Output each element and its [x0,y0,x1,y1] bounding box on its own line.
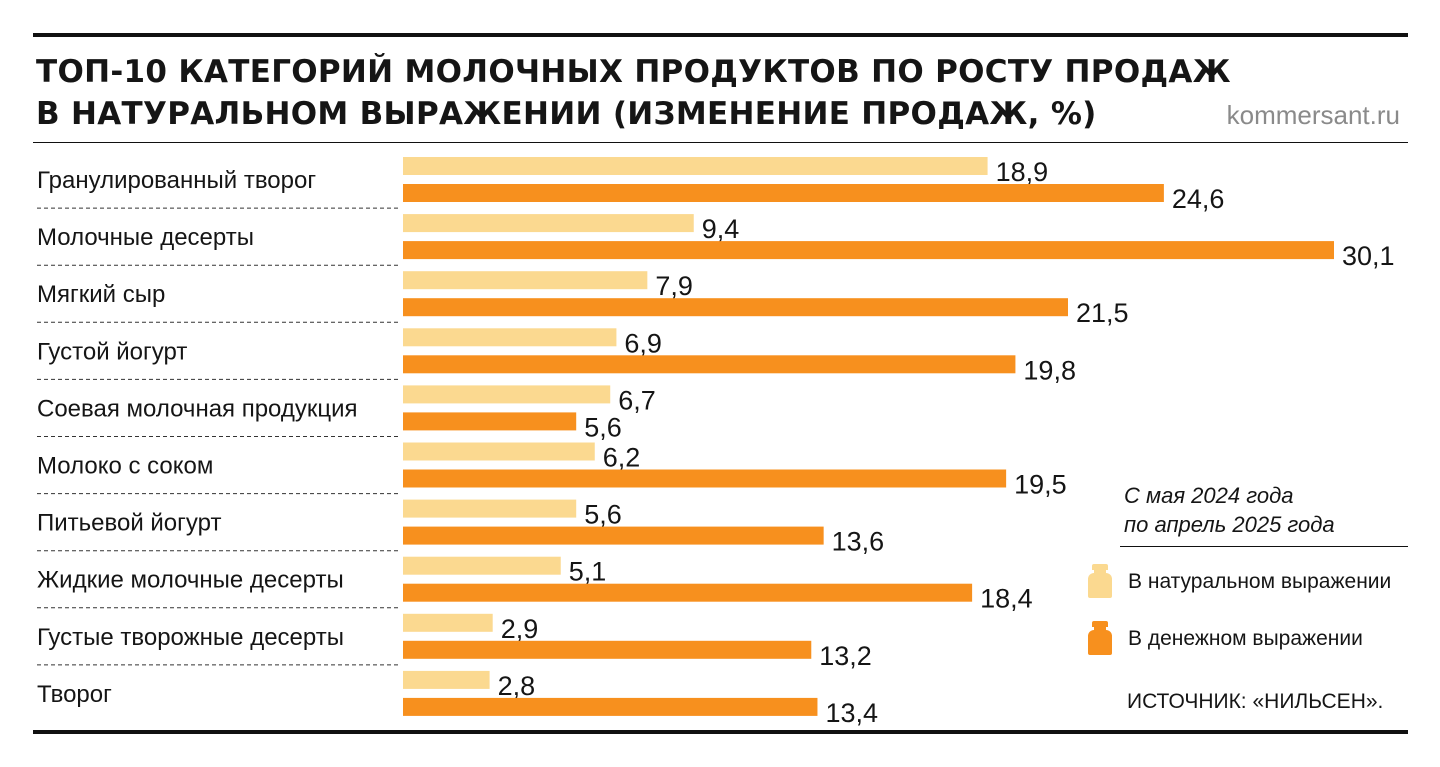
bar-natural [403,499,577,518]
legend-period-line-1: С мая 2024 года [1124,483,1294,508]
bar-natural [403,328,617,347]
category-label: Жидкие молочные десерты [37,567,344,594]
value-label: 13,2 [819,641,872,671]
value-label: 5,6 [584,412,622,442]
legend-rule [1120,546,1408,547]
bar-money [403,184,1164,202]
value-label: 9,4 [702,214,740,244]
bar-natural [403,271,648,290]
bar-natural [403,613,493,632]
value-label: 30,1 [1342,241,1395,271]
value-label: 19,5 [1014,470,1067,500]
value-label: 13,4 [825,698,878,728]
top-rule [33,33,1408,37]
chart-title: ТОП-10 КАТЕГОРИЙ МОЛОЧНЫХ ПРОДУКТОВ ПО Р… [36,51,1236,135]
bar-natural [403,157,988,175]
category-label: Густой йогурт [37,338,187,365]
jar-icon [1088,564,1112,598]
legend-label-natural: В натуральном выражении [1128,570,1392,593]
value-label: 5,1 [569,557,607,587]
site-credit: kommersant.ru [1226,100,1400,130]
category-label: Мягкий сыр [37,281,165,308]
value-label: 6,9 [624,328,662,358]
value-label: 18,9 [996,157,1049,187]
bar-natural [403,214,694,233]
bar-natural [403,670,490,689]
title-line-2: В НАТУРАЛЬНОМ ВЫРАЖЕНИИ (ИЗМЕНЕНИЕ ПРОДА… [36,96,1097,132]
bar-money [403,298,1068,317]
category-label: Гранулированный творог [37,167,316,194]
bar-natural [403,442,595,461]
title-line-1: ТОП-10 КАТЕГОРИЙ МОЛОЧНЫХ ПРОДУКТОВ ПО Р… [36,54,1231,90]
bar-money [403,640,812,659]
value-label: 2,9 [501,614,539,644]
legend-period: С мая 2024 года по апрель 2025 года [1124,481,1335,539]
source-note: ИСТОЧНИК: «НИЛЬСЕН». [1127,690,1384,713]
value-label: 24,6 [1172,184,1225,214]
bar-money [403,469,1007,488]
bar-money [403,583,973,602]
bar-money [403,697,818,716]
value-label: 6,7 [618,385,656,415]
legend-period-line-2: по апрель 2025 года [1124,512,1335,537]
value-label: 5,6 [584,500,622,530]
value-label: 21,5 [1076,298,1129,328]
value-label: 7,9 [655,271,693,301]
bar-natural [403,385,611,404]
category-label: Питьевой йогурт [37,510,221,537]
legend-label-money: В денежном выражении [1128,627,1363,650]
bar-money [403,241,1334,260]
bottom-rule [33,730,1408,734]
category-label: Молоко с соком [37,453,213,480]
bar-money [403,355,1016,374]
value-label: 19,8 [1023,355,1076,385]
bar-money [403,526,824,545]
value-label: 18,4 [980,584,1033,614]
value-label: 2,8 [498,671,536,701]
value-label: 6,2 [603,443,641,473]
value-label: 13,6 [832,527,885,557]
category-label: Густые творожные десерты [37,624,344,651]
category-label: Молочные десерты [37,224,254,251]
bar-natural [403,556,561,575]
category-label: Соевая молочная продукция [37,395,358,422]
category-label: Творог [37,681,112,708]
jar-icon [1088,621,1112,655]
title-rule [33,142,1408,143]
bar-money [403,412,577,431]
